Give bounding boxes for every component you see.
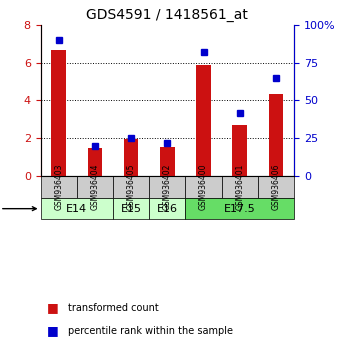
Bar xyxy=(88,148,102,176)
Text: GSM936406: GSM936406 xyxy=(271,164,281,210)
Bar xyxy=(233,125,247,176)
Text: ■: ■ xyxy=(47,325,59,337)
FancyBboxPatch shape xyxy=(186,198,294,219)
FancyBboxPatch shape xyxy=(77,176,113,198)
Text: GSM936400: GSM936400 xyxy=(199,164,208,210)
Text: E15: E15 xyxy=(121,204,142,214)
Text: percentile rank within the sample: percentile rank within the sample xyxy=(68,326,233,336)
Title: GDS4591 / 1418561_at: GDS4591 / 1418561_at xyxy=(87,8,248,22)
Text: E14: E14 xyxy=(66,204,87,214)
Bar xyxy=(51,50,66,176)
FancyBboxPatch shape xyxy=(186,176,222,198)
Text: transformed count: transformed count xyxy=(68,303,158,313)
FancyBboxPatch shape xyxy=(149,198,186,219)
FancyBboxPatch shape xyxy=(41,176,77,198)
FancyBboxPatch shape xyxy=(113,176,149,198)
FancyBboxPatch shape xyxy=(113,198,149,219)
Bar xyxy=(160,147,174,176)
FancyBboxPatch shape xyxy=(258,176,294,198)
Text: GSM936403: GSM936403 xyxy=(54,164,63,210)
Text: GSM936402: GSM936402 xyxy=(163,164,172,210)
Text: GSM936404: GSM936404 xyxy=(90,164,99,210)
Text: GSM936405: GSM936405 xyxy=(127,164,136,210)
Text: GSM936401: GSM936401 xyxy=(235,164,244,210)
Bar xyxy=(124,139,138,176)
Text: E17.5: E17.5 xyxy=(224,204,256,214)
Text: age: age xyxy=(0,204,36,214)
Text: E16: E16 xyxy=(157,204,178,214)
Bar xyxy=(196,65,211,176)
Text: ■: ■ xyxy=(47,302,59,314)
FancyBboxPatch shape xyxy=(41,198,113,219)
FancyBboxPatch shape xyxy=(222,176,258,198)
FancyBboxPatch shape xyxy=(149,176,186,198)
Bar xyxy=(269,94,283,176)
